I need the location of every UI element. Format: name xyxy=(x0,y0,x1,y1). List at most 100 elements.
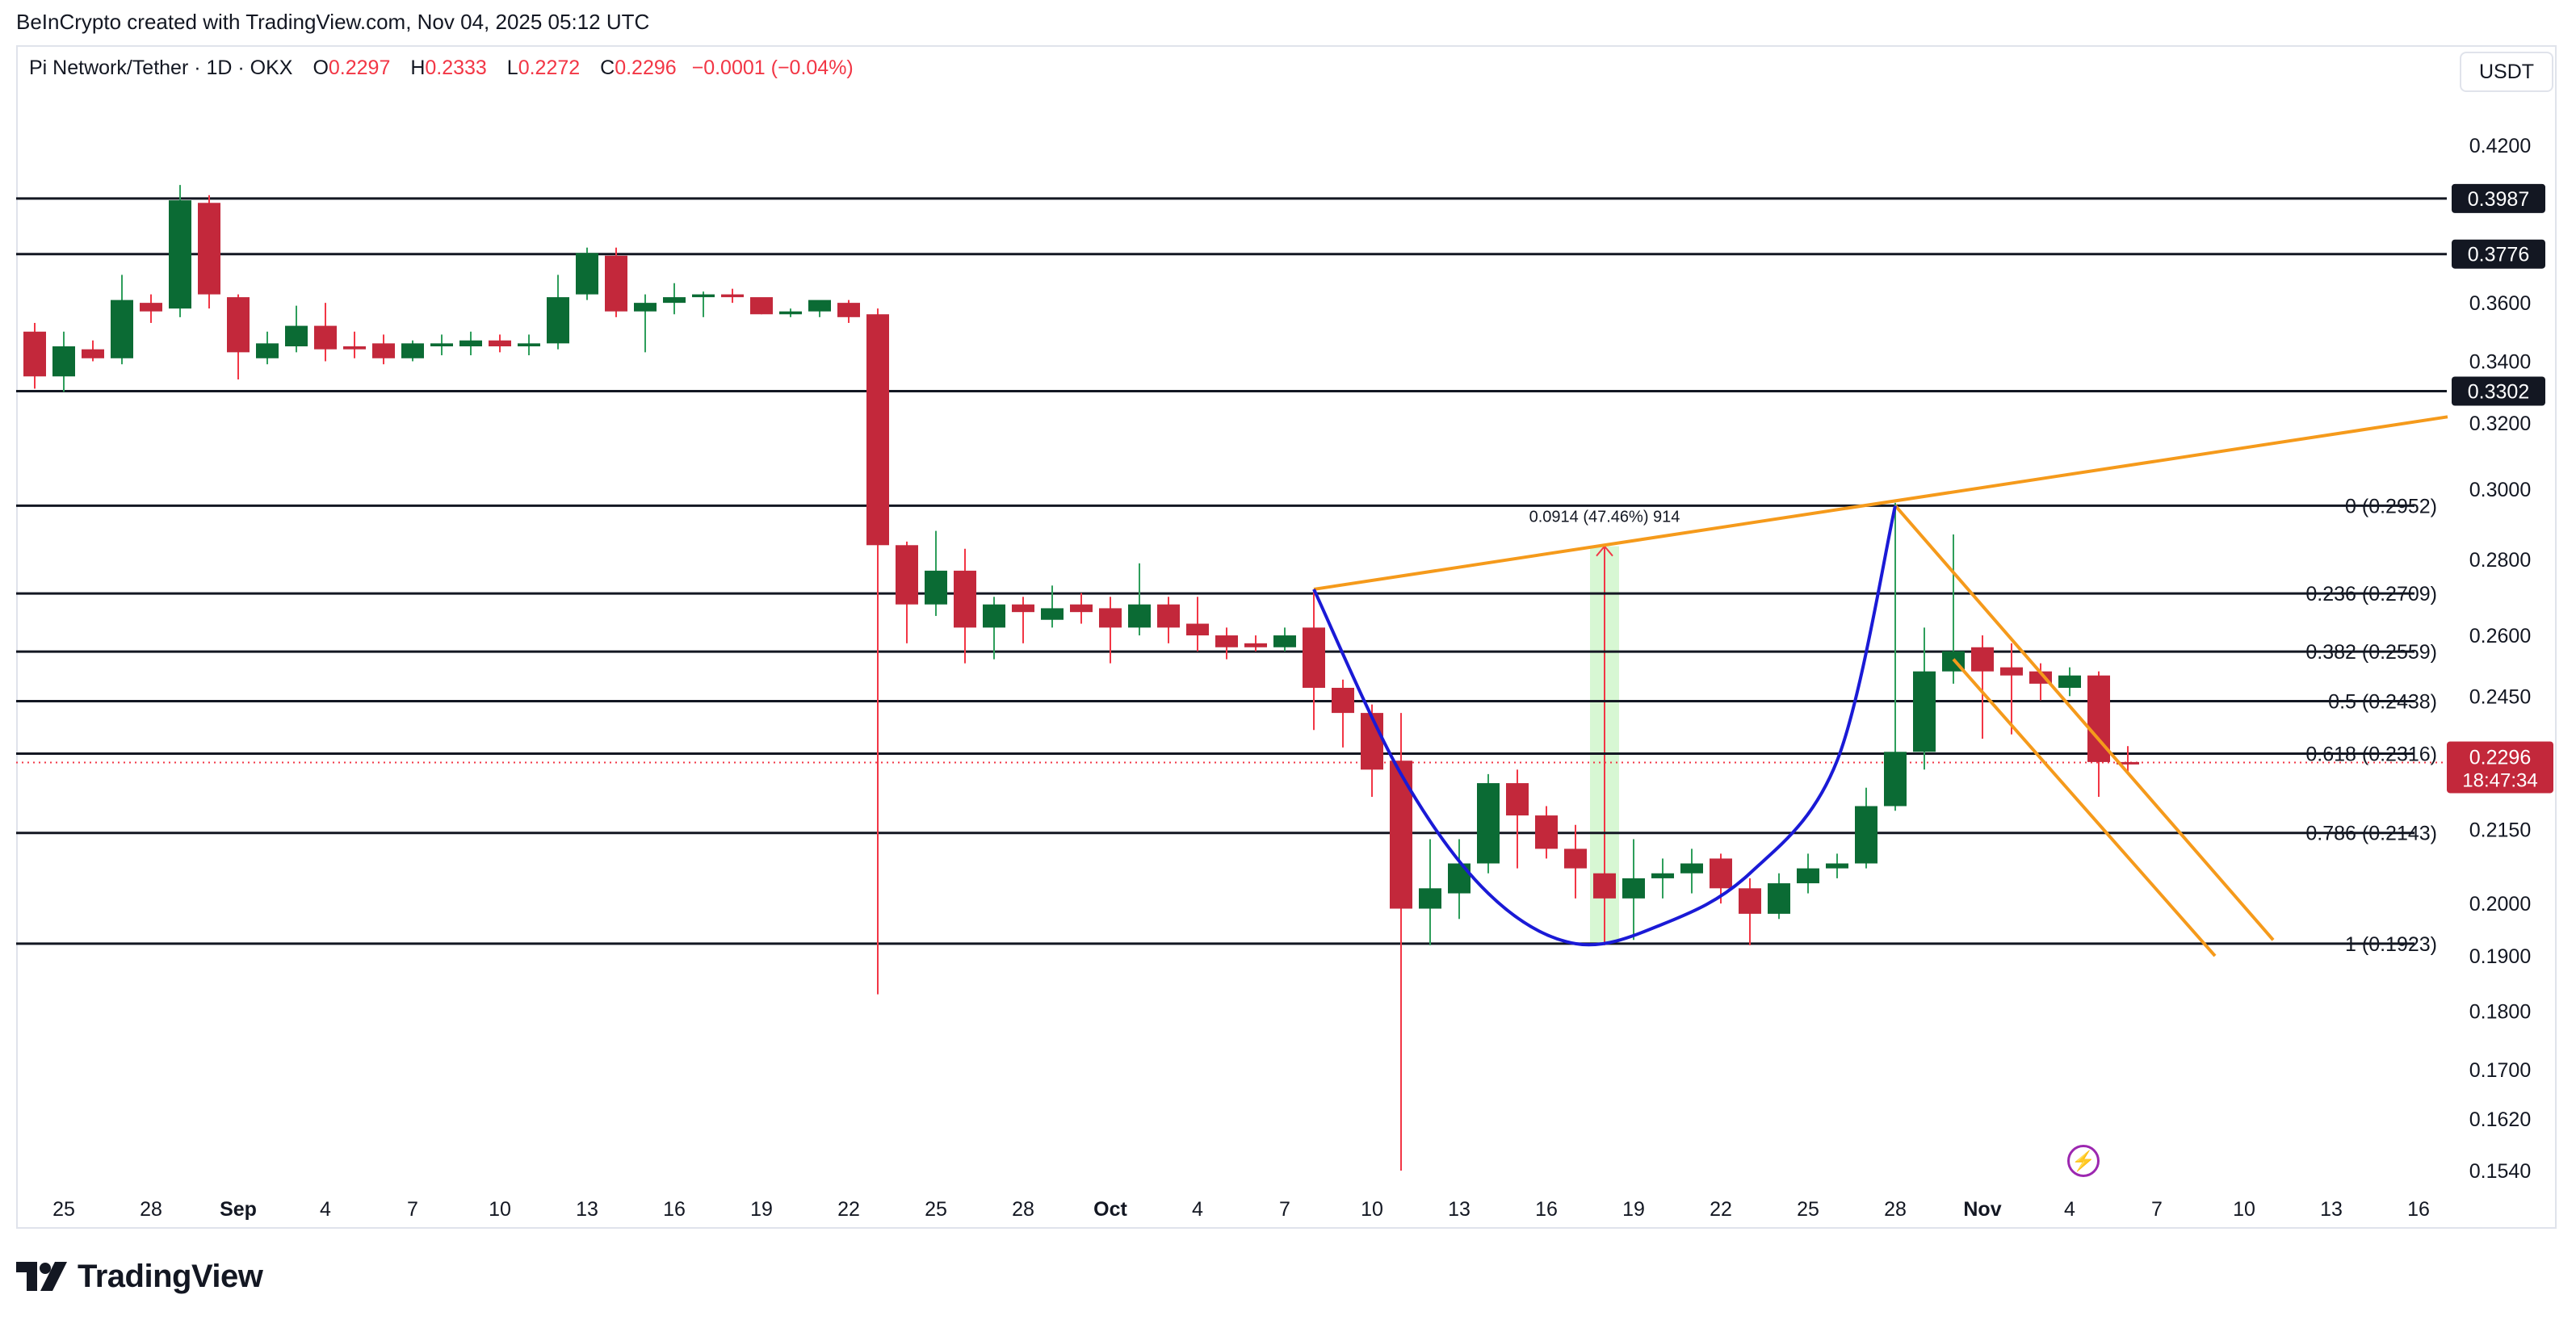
x-tick-label: Nov xyxy=(1963,1198,2001,1221)
candle-body xyxy=(1622,878,1645,899)
candle-body xyxy=(82,349,104,358)
chart-frame xyxy=(16,45,2557,1229)
candle-body xyxy=(866,314,889,546)
x-tick-label: 25 xyxy=(925,1198,947,1221)
candles-layer xyxy=(23,185,2139,1171)
x-tick-label: 28 xyxy=(1012,1198,1034,1221)
candle-body xyxy=(1564,848,1587,869)
open-label: O xyxy=(313,57,329,79)
x-tick-label: 13 xyxy=(576,1198,598,1221)
change-value: −0.0001 (−0.04%) xyxy=(691,57,854,79)
candle-body xyxy=(1273,635,1296,647)
candle-body xyxy=(343,346,366,350)
candle-body xyxy=(925,570,947,605)
x-tick-label: Sep xyxy=(220,1198,257,1221)
candle-body xyxy=(1768,883,1790,914)
level-tag-text-0.3302: 0.3302 xyxy=(2468,381,2529,404)
measure-label: 0.0914 (47.46%) 914 xyxy=(1529,509,1680,526)
candle-body xyxy=(401,343,424,358)
brand: TradingView xyxy=(16,1256,263,1297)
candle-body xyxy=(721,294,744,298)
candle-body xyxy=(576,253,598,295)
high-value: 0.2333 xyxy=(425,57,487,79)
candle-body xyxy=(430,343,453,346)
high-label: H xyxy=(410,57,426,79)
candle-body xyxy=(23,331,46,377)
alert-lightning-icon[interactable]: ⚡ xyxy=(2067,1145,2100,1177)
y-tick-label: 0.1620 xyxy=(2469,1108,2531,1131)
symbol-name[interactable]: Pi Network/Tether · 1D · OKX xyxy=(29,57,293,79)
level-tag-0.3776 xyxy=(2452,239,2545,269)
low-label: L xyxy=(506,57,518,79)
candle-body xyxy=(518,343,540,346)
x-tick-label: 4 xyxy=(1192,1198,1203,1221)
candle-body xyxy=(140,303,162,312)
x-tick-label: 4 xyxy=(320,1198,331,1221)
candle-body xyxy=(1913,671,1936,752)
candle-body xyxy=(1855,806,1877,864)
level-tag-text-0.3987: 0.3987 xyxy=(2468,188,2529,211)
candle-body xyxy=(256,343,279,358)
y-tick-label: 0.3000 xyxy=(2469,479,2531,501)
y-tick-label: 0.2800 xyxy=(2469,549,2531,572)
candle-body xyxy=(547,297,569,344)
candle-body xyxy=(663,297,686,304)
x-tick-label: 16 xyxy=(2407,1198,2430,1221)
fibonacci-levels-layer: 0 (0.2952) 0.236 (0.2709) 0.382 (0.2559) 0.… xyxy=(16,495,2437,956)
fib-level-label-0.5: 0.5 (0.2438) xyxy=(2328,690,2437,713)
y-tick-label: 0.2150 xyxy=(2469,819,2531,842)
candle-body xyxy=(1419,888,1441,909)
fib-level-label-0.786: 0.786 (0.2143) xyxy=(2305,823,2437,845)
candle-body xyxy=(1826,863,1848,869)
candle-body xyxy=(227,297,250,353)
x-tick-label: 7 xyxy=(2151,1198,2163,1221)
candle-body xyxy=(983,604,1005,628)
candle-body xyxy=(169,200,191,309)
candle-body xyxy=(1506,783,1529,816)
cup-curve xyxy=(1312,505,1897,947)
y-tick-label: 0.1900 xyxy=(2469,945,2531,968)
price-axis: 0.4200 0.3600 0.3400 0.3200 0.3000 0.2800 0.26… xyxy=(2469,135,2531,1183)
fib-level-label-0: 0 (0.2952) xyxy=(2345,495,2437,517)
candle-body xyxy=(1303,627,1325,688)
current-price-text: 0.2296 xyxy=(2469,746,2531,769)
candle-body xyxy=(1012,604,1034,613)
open-value: 0.2297 xyxy=(328,57,391,79)
candle-body xyxy=(1244,643,1267,647)
trendline-falling-channel-lower xyxy=(1952,658,2217,957)
candle-body xyxy=(1070,604,1093,613)
candle-body xyxy=(808,300,831,312)
y-tick-label: 0.3400 xyxy=(2469,350,2531,373)
current-price-tag xyxy=(2447,741,2553,794)
candle-body xyxy=(1651,873,1674,878)
x-tick-label: 7 xyxy=(407,1198,418,1221)
candle-body xyxy=(285,325,308,346)
y-tick-label: 0.2000 xyxy=(2469,893,2531,915)
current-price-countdown: 18:47:34 xyxy=(2462,769,2537,791)
candle-body xyxy=(1593,873,1616,899)
candle-body xyxy=(1680,863,1703,874)
x-tick-label: 22 xyxy=(837,1198,860,1221)
level-tag-0.3302 xyxy=(2452,376,2545,406)
y-tick-label: 0.1700 xyxy=(2469,1059,2531,1082)
candle-body xyxy=(1361,713,1383,770)
x-tick-label: 10 xyxy=(489,1198,511,1221)
y-tick-label: 0.2450 xyxy=(2469,685,2531,708)
candle-body xyxy=(1710,858,1732,889)
currency-button[interactable]: USDT xyxy=(2460,52,2553,92)
candle-body xyxy=(1739,888,1761,914)
chart-credit: BeInCrypto created with TradingView.com,… xyxy=(16,10,650,34)
candle-body xyxy=(1884,752,1907,807)
candle-body xyxy=(1477,783,1500,864)
candle-body xyxy=(489,340,511,346)
candle-body xyxy=(52,346,75,377)
x-tick-label: 10 xyxy=(2233,1198,2255,1221)
y-tick-label: 0.4200 xyxy=(2469,135,2531,157)
fib-level-label-0.618: 0.618 (0.2316) xyxy=(2305,743,2437,765)
x-tick-label: 28 xyxy=(1884,1198,1907,1221)
candle-body xyxy=(605,255,627,312)
y-tick-label: 0.3600 xyxy=(2469,292,2531,315)
fib-level-label-0.382: 0.382 (0.2559) xyxy=(2305,641,2437,664)
